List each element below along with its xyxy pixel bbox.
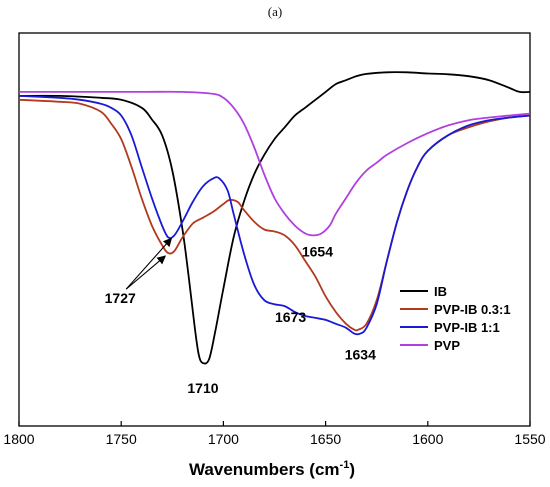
legend-label: PVP	[434, 338, 460, 353]
x-axis-ticks: 1800 1750 1700 1650 1600 1550	[3, 421, 546, 447]
peak-label: 1727	[105, 290, 136, 306]
series-layer	[18, 71, 531, 365]
legend-label: PVP-IB 1:1	[434, 320, 500, 335]
x-tick-label: 1800	[3, 431, 34, 447]
x-tick-label: 1550	[514, 431, 545, 447]
series-line-pvp-ib-1-1	[18, 95, 531, 336]
x-axis-title: Wavenumbers (cm-1)	[189, 459, 355, 479]
legend: IB PVP-IB 0.3:1 PVP-IB 1:1 PVP	[400, 284, 511, 353]
peak-label: 1654	[302, 243, 333, 259]
series-line-pvp	[19, 90, 531, 237]
x-axis-title-tail: )	[349, 460, 355, 479]
x-tick-label: 1600	[412, 431, 443, 447]
x-tick-label: 1650	[310, 431, 341, 447]
annotation-arrow	[125, 255, 167, 290]
peak-label: 1710	[187, 380, 218, 396]
x-tick-label: 1700	[208, 431, 239, 447]
series-line-ib	[18, 71, 531, 365]
peak-label: 1673	[275, 309, 306, 325]
x-axis-title-main: Wavenumbers (cm	[189, 460, 340, 479]
legend-label: PVP-IB 0.3:1	[434, 302, 511, 317]
peak-label: 1634	[345, 347, 376, 363]
legend-label: IB	[434, 284, 447, 299]
annotation-layer: 1727 1710 1673 1634 1654	[105, 237, 376, 396]
x-tick-label: 1750	[106, 431, 137, 447]
panel-label: (a)	[268, 4, 282, 19]
x-axis-title-superscript: -1	[340, 459, 350, 471]
annotation-arrow	[125, 237, 173, 290]
